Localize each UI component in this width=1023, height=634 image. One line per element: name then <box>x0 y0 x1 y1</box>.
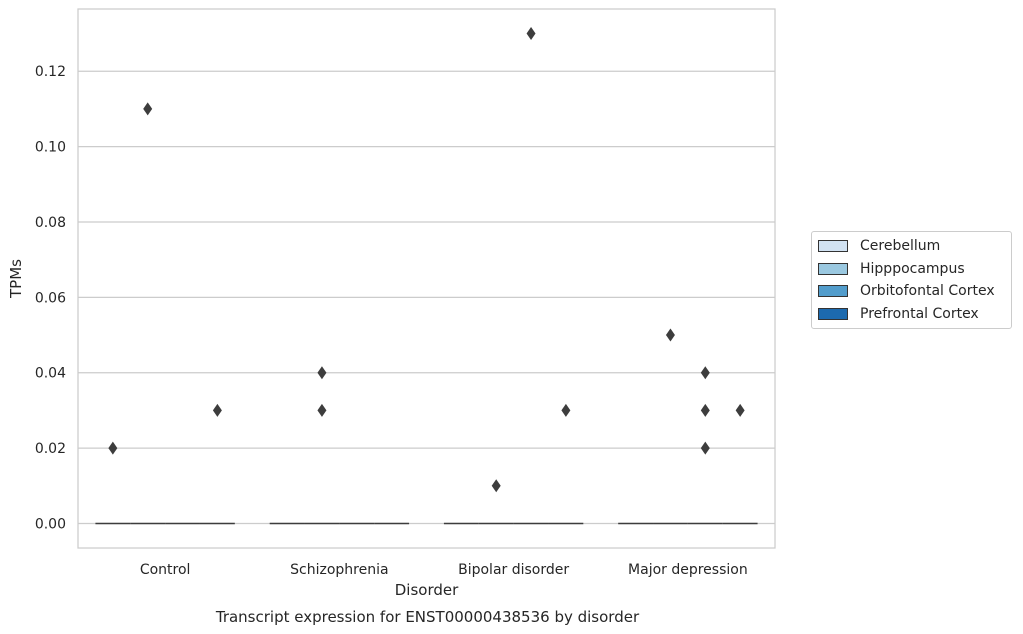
x-tick-label: Control <box>140 562 191 578</box>
legend-item: Orbitofontal Cortex <box>812 280 1011 303</box>
legend-swatch <box>818 262 848 275</box>
outlier-point <box>108 441 118 455</box>
gridlines <box>78 70 775 525</box>
legend-item: Hipppocampus <box>812 258 1011 281</box>
y-axis-label: TPMs <box>7 259 25 299</box>
outlier-point <box>665 328 675 342</box>
x-tick-label: Schizophrenia <box>290 562 388 578</box>
legend-swatch <box>818 240 848 253</box>
outlier-point <box>700 441 710 455</box>
outlier-point <box>491 479 501 493</box>
outlier-point <box>317 403 327 417</box>
outlier-point <box>561 403 571 417</box>
legend-item: Prefrontal Cortex <box>812 303 1011 326</box>
plot-frame <box>77 8 776 549</box>
outliers <box>108 27 745 493</box>
x-axis-label: Disorder <box>395 581 459 599</box>
outlier-point <box>735 403 745 417</box>
legend-label: Hipppocampus <box>860 260 965 277</box>
legend: Cerebellum Hipppocampus Orbitofontal Corte… <box>811 231 1012 329</box>
y-tick-label: 0.12 <box>35 64 66 80</box>
x-tick-label: Major depression <box>628 562 748 578</box>
y-tick-label: 0.08 <box>35 215 66 231</box>
outlier-point <box>143 102 153 116</box>
y-tick-labels: 0.00 0.02 0.04 0.06 0.08 0.10 0.12 <box>35 64 66 532</box>
legend-label: Orbitofontal Cortex <box>860 283 995 300</box>
legend-label: Cerebellum <box>860 238 941 255</box>
x-tick-labels: Control Schizophrenia Bipolar disorder Majo… <box>140 562 748 578</box>
y-tick-label: 0.00 <box>35 517 66 533</box>
outlier-point <box>700 403 710 417</box>
legend-swatch <box>818 285 848 298</box>
legend-item: Cerebellum <box>812 235 1011 258</box>
legend-label: Prefrontal Cortex <box>860 305 979 322</box>
y-tick-label: 0.04 <box>35 366 66 382</box>
outlier-point <box>700 366 710 380</box>
y-tick-label: 0.06 <box>35 290 66 306</box>
chart-caption: Transcript expression for ENST0000043853… <box>215 608 640 626</box>
legend-swatch <box>818 307 848 320</box>
outlier-point <box>212 403 222 417</box>
outlier-point <box>526 27 536 40</box>
x-tick-label: Bipolar disorder <box>458 562 569 578</box>
y-tick-label: 0.02 <box>35 441 66 457</box>
y-tick-label: 0.10 <box>35 140 66 156</box>
outlier-point <box>317 366 327 380</box>
